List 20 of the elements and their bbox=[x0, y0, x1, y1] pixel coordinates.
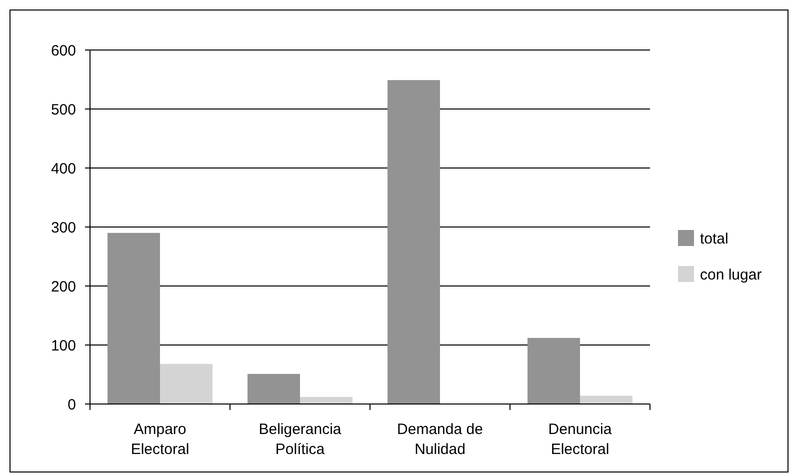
y-tick-label: 300 bbox=[50, 219, 76, 236]
bar bbox=[160, 364, 212, 404]
x-tick-label: Beligerancia Política bbox=[258, 421, 342, 458]
y-tick-label: 0 bbox=[68, 396, 76, 414]
bar bbox=[108, 232, 160, 404]
bar bbox=[300, 396, 352, 404]
y-tick-label: 100 bbox=[50, 337, 76, 354]
y-tick-label: 600 bbox=[50, 42, 76, 60]
x-tick-label: Demanda de Nulidad bbox=[397, 421, 483, 458]
x-tick-label: Amparo Electoral bbox=[130, 421, 190, 458]
y-tick-label: 500 bbox=[50, 101, 76, 118]
bar bbox=[528, 338, 580, 404]
bar bbox=[248, 374, 300, 404]
legend-label: con lugar bbox=[700, 266, 762, 284]
y-tick-label: 200 bbox=[50, 278, 76, 296]
x-tick-label: Denuncia Electoral bbox=[548, 421, 612, 458]
bar bbox=[580, 396, 632, 404]
y-tick-label: 400 bbox=[50, 160, 76, 178]
legend-label: total bbox=[700, 230, 728, 248]
bar bbox=[388, 80, 440, 404]
